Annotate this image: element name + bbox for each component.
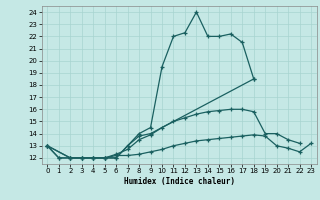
X-axis label: Humidex (Indice chaleur): Humidex (Indice chaleur) [124,177,235,186]
